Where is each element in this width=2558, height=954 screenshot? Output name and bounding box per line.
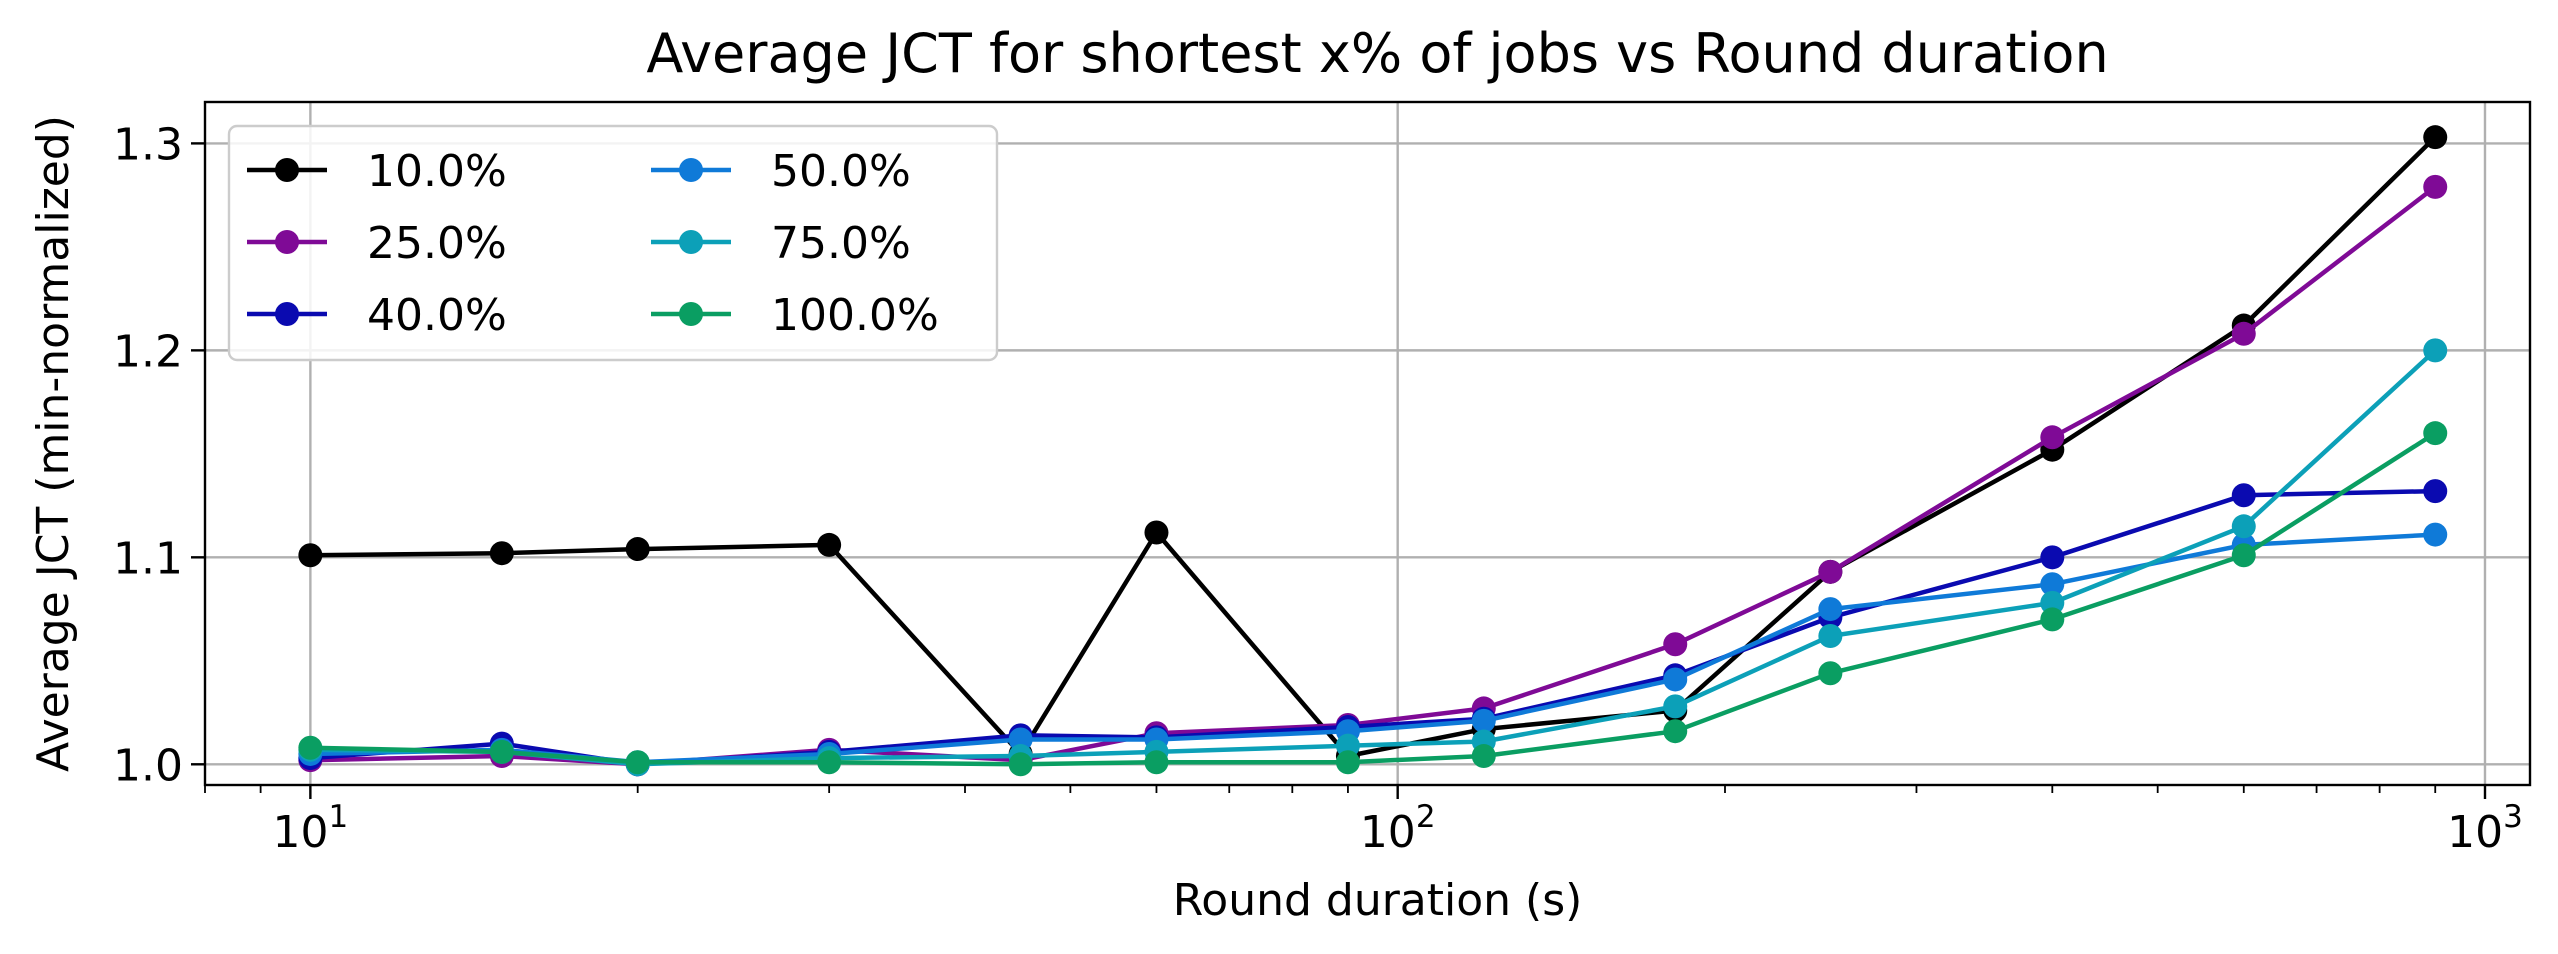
legend-label: 40.0% [367, 290, 507, 341]
y-tick-label: 1.3 [113, 119, 183, 170]
legend-marker [679, 230, 703, 254]
data-point [2040, 590, 2065, 615]
legend-item: 75.0% [651, 218, 911, 269]
legend: 10.0% 25.0% 40.0% 50.0% 75.0% 100.0% [227, 124, 999, 362]
legend-label: 25.0% [367, 218, 507, 269]
data-point [2423, 421, 2448, 446]
data-point [2423, 174, 2448, 199]
data-point [1008, 727, 1033, 752]
data-point [2040, 545, 2065, 570]
plot-frame [203, 100, 2532, 787]
plot-lines [298, 125, 2448, 777]
data-point [2040, 572, 2065, 597]
legend-label: 75.0% [771, 218, 911, 269]
legend-marker [275, 302, 299, 326]
legend-label: 100.0% [771, 290, 939, 341]
data-point [1818, 597, 1843, 622]
data-point [817, 532, 842, 557]
data-point [1335, 750, 1360, 775]
series-6 [298, 421, 2448, 777]
data-point [1471, 744, 1496, 769]
data-point [2423, 338, 2448, 363]
x-tick-label: 101 [273, 799, 349, 858]
data-point [1818, 559, 1843, 584]
data-point [1471, 708, 1496, 733]
y-tick-label: 1.1 [113, 533, 183, 584]
data-point [298, 735, 323, 760]
data-point [625, 750, 650, 775]
legend-marker [275, 230, 299, 254]
data-point [2040, 607, 2065, 632]
x-tick-label: 102 [1360, 799, 1436, 858]
data-point [489, 541, 514, 566]
legend-label: 10.0% [367, 146, 507, 197]
data-point [2231, 543, 2256, 568]
data-point [489, 739, 514, 764]
data-point [2423, 125, 2448, 150]
data-point [298, 543, 323, 568]
data-point [1818, 661, 1843, 686]
data-point [2040, 425, 2065, 450]
legend-marker [679, 302, 703, 326]
legend-item: 10.0% [247, 146, 507, 197]
data-point [1144, 520, 1169, 545]
legend-label: 50.0% [771, 146, 911, 197]
data-point [1663, 694, 1688, 719]
data-point [1663, 719, 1688, 744]
data-point [1818, 623, 1843, 648]
data-point [625, 537, 650, 562]
legend-marker [275, 158, 299, 182]
x-axis-label: Round duration (s) [1173, 875, 1583, 926]
legend-item: 40.0% [247, 290, 507, 341]
data-point [1144, 750, 1169, 775]
data-point [2231, 321, 2256, 346]
legend-box [227, 124, 999, 362]
legend-item: 50.0% [651, 146, 911, 197]
legend-item: 100.0% [651, 290, 939, 341]
legend-item: 25.0% [247, 218, 507, 269]
data-point [2423, 479, 2448, 504]
data-point [2231, 514, 2256, 539]
data-point [1663, 632, 1688, 657]
data-point [1335, 733, 1360, 758]
y-axis-ticks: 1.0 1.1 1.2 1.3 [113, 119, 205, 791]
data-point [1008, 752, 1033, 777]
chart-title: Average JCT for shortest x% of jobs vs R… [646, 22, 2108, 85]
data-point [2231, 483, 2256, 508]
y-axis-label: Average JCT (min-normalized) [28, 115, 79, 772]
legend-marker [679, 158, 703, 182]
x-tick-label: 103 [2447, 799, 2523, 858]
data-point [2423, 522, 2448, 547]
x-axis-ticks: 101 102 103 [204, 785, 2523, 858]
y-tick-label: 1.0 [113, 740, 183, 791]
data-point [1663, 667, 1688, 692]
data-point [817, 750, 842, 775]
y-tick-label: 1.2 [113, 326, 183, 377]
